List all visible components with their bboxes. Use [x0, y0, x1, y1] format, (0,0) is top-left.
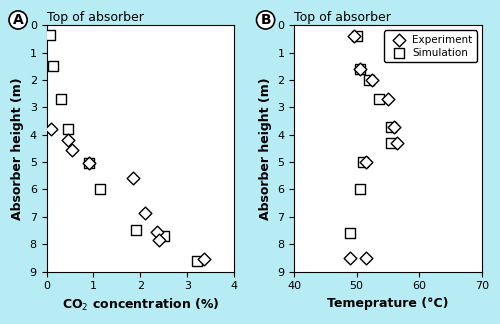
Y-axis label: Absorber height (m): Absorber height (m) [258, 77, 272, 220]
Simulation [356, 66, 364, 72]
Experiment [356, 66, 364, 72]
Text: B: B [260, 13, 271, 27]
Point [64, 127, 72, 132]
Experiment [350, 34, 358, 39]
Point [46, 32, 54, 38]
Point [132, 228, 140, 233]
Point [68, 147, 76, 152]
Legend: Experiment, Simulation: Experiment, Simulation [384, 30, 476, 62]
Point [160, 233, 168, 238]
Experiment [346, 255, 354, 260]
Text: Top of absorber: Top of absorber [46, 11, 144, 24]
Y-axis label: Absorber height (m): Absorber height (m) [11, 77, 24, 220]
Simulation [356, 187, 364, 192]
Point [200, 257, 208, 262]
Point [48, 64, 56, 69]
Simulation [387, 140, 395, 145]
Experiment [362, 255, 370, 260]
Point [64, 138, 72, 143]
Experiment [394, 140, 402, 145]
Point [155, 237, 163, 243]
Experiment [390, 124, 398, 129]
Point [130, 176, 138, 181]
X-axis label: Temeprature (°C): Temeprature (°C) [327, 297, 448, 310]
Point [47, 127, 55, 132]
X-axis label: CO$_2$ concentration (%): CO$_2$ concentration (%) [62, 297, 219, 313]
Point [141, 210, 149, 215]
Simulation [352, 34, 360, 39]
Simulation [359, 159, 367, 165]
Point [85, 161, 93, 166]
Point [56, 97, 64, 102]
Point [85, 161, 93, 166]
Simulation [346, 231, 354, 236]
Simulation [374, 97, 382, 102]
Point [153, 229, 161, 235]
Point [96, 187, 104, 192]
Point [192, 258, 200, 263]
Text: Top of absorber: Top of absorber [294, 11, 391, 24]
Simulation [387, 124, 395, 129]
Experiment [368, 77, 376, 83]
Experiment [384, 97, 392, 102]
Simulation [365, 77, 373, 83]
Text: A: A [12, 13, 24, 27]
Experiment [362, 159, 370, 165]
